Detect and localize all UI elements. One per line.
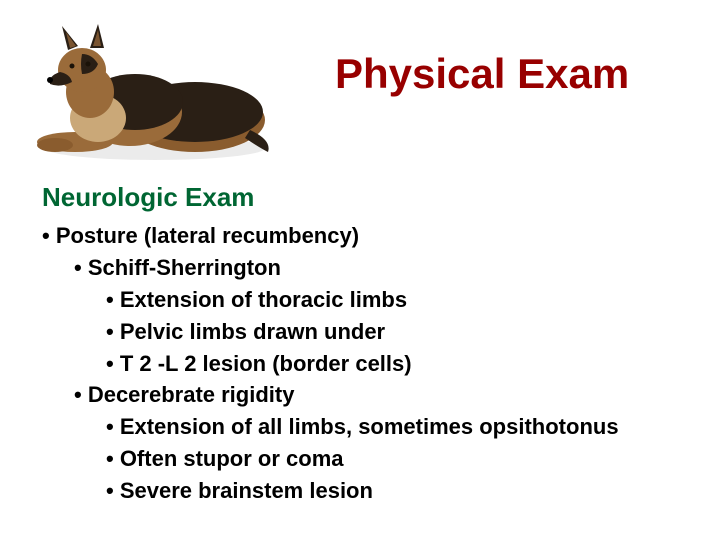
dog-image — [20, 20, 280, 165]
list-item: • Extension of thoracic limbs — [42, 284, 619, 316]
list-item: • Decerebrate rigidity — [42, 379, 619, 411]
list-item: • Pelvic limbs drawn under — [42, 316, 619, 348]
section-heading: Neurologic Exam — [42, 182, 254, 213]
list-item: • Posture (lateral recumbency) — [42, 220, 619, 252]
list-item: • T 2 -L 2 lesion (border cells) — [42, 348, 619, 380]
list-item: • Extension of all limbs, sometimes opsi… — [42, 411, 619, 443]
list-item: • Severe brainstem lesion — [42, 475, 619, 507]
list-item: • Schiff-Sherrington — [42, 252, 619, 284]
bullet-list: • Posture (lateral recumbency) • Schiff-… — [42, 220, 619, 507]
page-title: Physical Exam — [335, 50, 629, 98]
list-item: • Often stupor or coma — [42, 443, 619, 475]
